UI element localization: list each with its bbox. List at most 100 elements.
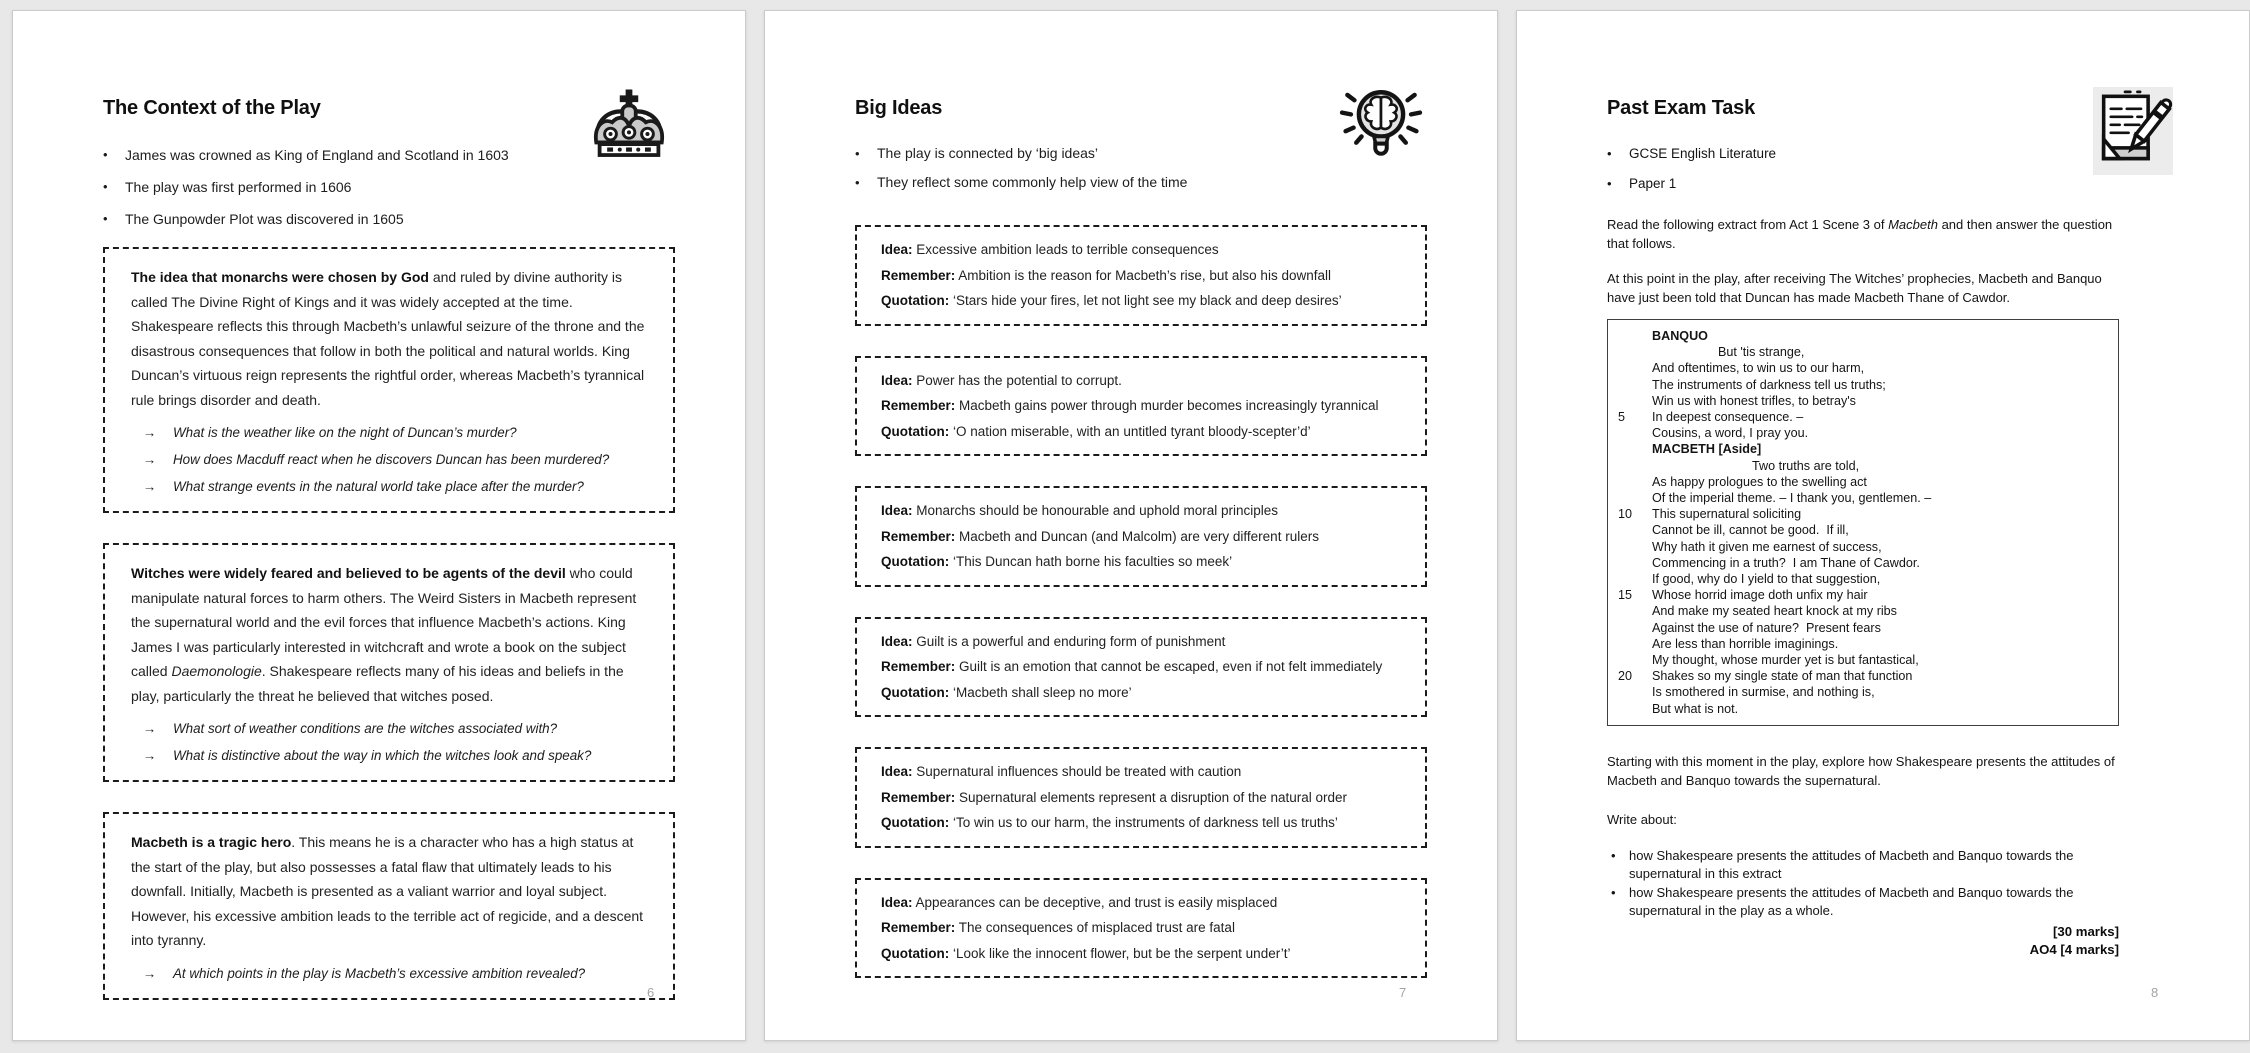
- intro-line: At this point in the play, after receivi…: [1607, 269, 2179, 288]
- page-title: Past Exam Task: [1607, 97, 1756, 119]
- remember-text: Macbeth gains power through murder becom…: [955, 398, 1379, 413]
- idea-box-row: Quotation: ‘Look like the innocent flowe…: [881, 941, 1403, 967]
- idea-text: Excessive ambition leads to terrible con…: [912, 242, 1219, 257]
- context-box: Witches were widely feared and believed …: [103, 543, 675, 782]
- question-row: → What is distinctive about the way in wh…: [131, 743, 649, 768]
- marks-line: AO4 [4 marks]: [2029, 942, 2119, 958]
- arrow-icon: →: [143, 479, 157, 494]
- context-bullet-list: • James was crowned as King of England an…: [103, 139, 675, 235]
- extract-line-number: [1608, 393, 1652, 409]
- extract-line-number: [1608, 377, 1652, 393]
- extract-text: Cousins, a word, I pray you.: [1652, 426, 1809, 441]
- extract-line-number: 10: [1618, 507, 1633, 522]
- question-row: → At which points in the play is Macbeth’…: [131, 961, 649, 986]
- text-segment: Read the following extract from Act 1 Sc…: [1607, 217, 1889, 232]
- intro-line: have just been told that Duncan has made…: [1607, 288, 2179, 307]
- extract-line-number: [1608, 636, 1652, 652]
- exam-bullet: • Paper 1: [1607, 169, 2179, 199]
- intro-line: Read the following extract from Act 1 Sc…: [1607, 215, 2179, 234]
- idea-box: Idea: Monarchs should be honourable and …: [855, 486, 1427, 587]
- idea-box: Idea: Excessive ambition leads to terrib…: [855, 225, 1427, 326]
- page-past-exam-task[interactable]: Past Exam Task: [1516, 10, 2250, 1041]
- idea-box: Idea: Guilt is a powerful and enduring f…: [855, 616, 1427, 717]
- question-line: Macbeth and Banquo towards the supernatu…: [1607, 771, 2179, 790]
- write-about-line: how Shakespeare presents the attitudes o…: [1629, 884, 2074, 900]
- extract-text: Commencing in a truth? I am Thane of Caw…: [1652, 555, 1920, 570]
- page-big-ideas[interactable]: Big Ideas • The: [764, 10, 1498, 1041]
- extract-text: Cannot be ill, cannot be good. If ill,: [1652, 523, 1849, 538]
- idea-text: Monarchs should be honourable and uphold…: [912, 503, 1278, 518]
- extract-line-number: [1608, 425, 1652, 441]
- text-segment: and ruled by divine authority is called …: [131, 269, 645, 408]
- question-text: What strange events in the natural world…: [173, 479, 584, 494]
- idea-label: Idea:: [881, 372, 913, 388]
- bullet-dot: •: [1607, 176, 1612, 191]
- extract-text: Whose horrid image doth unfix my hair: [1652, 588, 1868, 603]
- extract-line-number: [1608, 474, 1652, 490]
- idea-box-row: Idea: Excessive ambition leads to terrib…: [881, 237, 1403, 263]
- write-about-item: • how Shakespeare presents the attitudes …: [1607, 847, 2179, 884]
- remember-label: Remember:: [881, 398, 956, 413]
- extract-line: 20 Shakes so my single state of man that …: [1608, 668, 2114, 684]
- write-about-item: • how Shakespeare presents the attitudes …: [1607, 884, 2179, 921]
- remember-label: Remember:: [881, 659, 956, 674]
- quotation-label: Quotation:: [881, 945, 950, 961]
- question-text: What is distinctive about the way in whi…: [173, 748, 592, 763]
- page-title: Big Ideas: [855, 97, 943, 119]
- idea-box-row: Idea: Power has the potential to corrupt…: [881, 368, 1403, 394]
- box-paragraph: The idea that monarchs were chosen by Go…: [131, 265, 649, 412]
- extract-line-number: 15: [1618, 588, 1633, 603]
- extract-line: My thought, whose murder yet is but fant…: [1608, 652, 2114, 668]
- intro-paragraph: At this point in the play, after receivi…: [1607, 269, 2179, 307]
- idea-box: Idea: Power has the potential to corrupt…: [855, 355, 1427, 456]
- extract-line: Is smothered in surmise, and nothing is,: [1608, 684, 2114, 700]
- extract-text: Shakes so my single state of man that fu…: [1652, 669, 1913, 684]
- text-segment: that follows.: [1607, 236, 1676, 251]
- extract-line: But 'tis strange,: [1608, 344, 2114, 360]
- box-questions: → What is the weather like on the night o…: [131, 420, 649, 499]
- extract-line: And oftentimes, to win us to our harm,: [1608, 360, 2114, 376]
- extract-text: This supernatural soliciting: [1652, 507, 1802, 522]
- marks-line: [30 marks]: [2053, 923, 2119, 939]
- crown-icon: [587, 85, 671, 173]
- marks-block: [30 marks] AO4 [4 marks]: [1607, 923, 2119, 960]
- idea-box-row: Remember: Macbeth and Duncan (and Malcol…: [881, 524, 1403, 550]
- idea-label: Idea:: [881, 764, 913, 779]
- exam-bullet-list: • GCSE English Literature • Paper 1: [1607, 139, 2179, 199]
- page-context[interactable]: The Context of the Play: [12, 10, 746, 1041]
- remember-text: Ambition is the reason for Macbeth’s ris…: [955, 267, 1331, 283]
- text-segment: The idea that monarchs were chosen by Go…: [131, 269, 429, 285]
- quotation-label: Quotation:: [881, 423, 950, 439]
- extract-line: Two truths are told,: [1608, 458, 2114, 474]
- remember-label: Remember:: [881, 920, 956, 935]
- extract-text: My thought, whose murder yet is but fant…: [1652, 653, 1919, 668]
- idea-box-row: Quotation: ‘This Duncan hath borne his f…: [881, 549, 1403, 575]
- text-segment: Macbeth and Banquo towards the supernatu…: [1607, 772, 1881, 788]
- text-segment: . Shakespeare reflects many of his ideas…: [131, 663, 624, 704]
- remember-text: Supernatural elements represent a disrup…: [955, 789, 1348, 805]
- extract-text: Against the use of nature? Present fears: [1652, 620, 1881, 635]
- extract-line-number: [1608, 555, 1652, 571]
- extract-text: Two truths are told,: [1752, 458, 1860, 473]
- text-segment: Daemonologie: [171, 663, 262, 679]
- bullet-text: James was crowned as King of England and…: [125, 147, 509, 163]
- box-questions: → What sort of weather conditions are the…: [131, 716, 649, 768]
- context-boxes: The idea that monarchs were chosen by Go…: [103, 247, 675, 1000]
- write-about-line: how Shakespeare presents the attitudes o…: [1629, 847, 2074, 863]
- bullet-dot: •: [1607, 146, 1612, 161]
- bullet-text: The play is connected by ‘big ideas’: [877, 145, 1099, 161]
- context-bullet: • The Gunpowder Plot was discovered in 16…: [103, 203, 675, 235]
- idea-box-row: Remember: Supernatural elements represen…: [881, 785, 1403, 811]
- exam-bullet: • GCSE English Literature: [1607, 139, 2179, 169]
- extract-line: And make my seated heart knock at my rib…: [1608, 603, 2114, 619]
- extract-line-number: [1608, 360, 1652, 376]
- quotation-text: ‘Stars hide your fires, let not light se…: [949, 293, 1342, 308]
- question-row: → What is the weather like on the night o…: [131, 420, 649, 445]
- arrow-icon: →: [143, 425, 157, 440]
- extract-text: Is smothered in surmise, and nothing is,: [1652, 685, 1875, 700]
- remember-label: Remember:: [881, 528, 956, 544]
- quotation-label: Quotation:: [881, 554, 950, 569]
- extract-line: Of the imperial theme. – I thank you, ge…: [1608, 490, 2114, 506]
- extract-line-number: [1608, 458, 1652, 474]
- extract-line: The instruments of darkness tell us trut…: [1608, 377, 2114, 393]
